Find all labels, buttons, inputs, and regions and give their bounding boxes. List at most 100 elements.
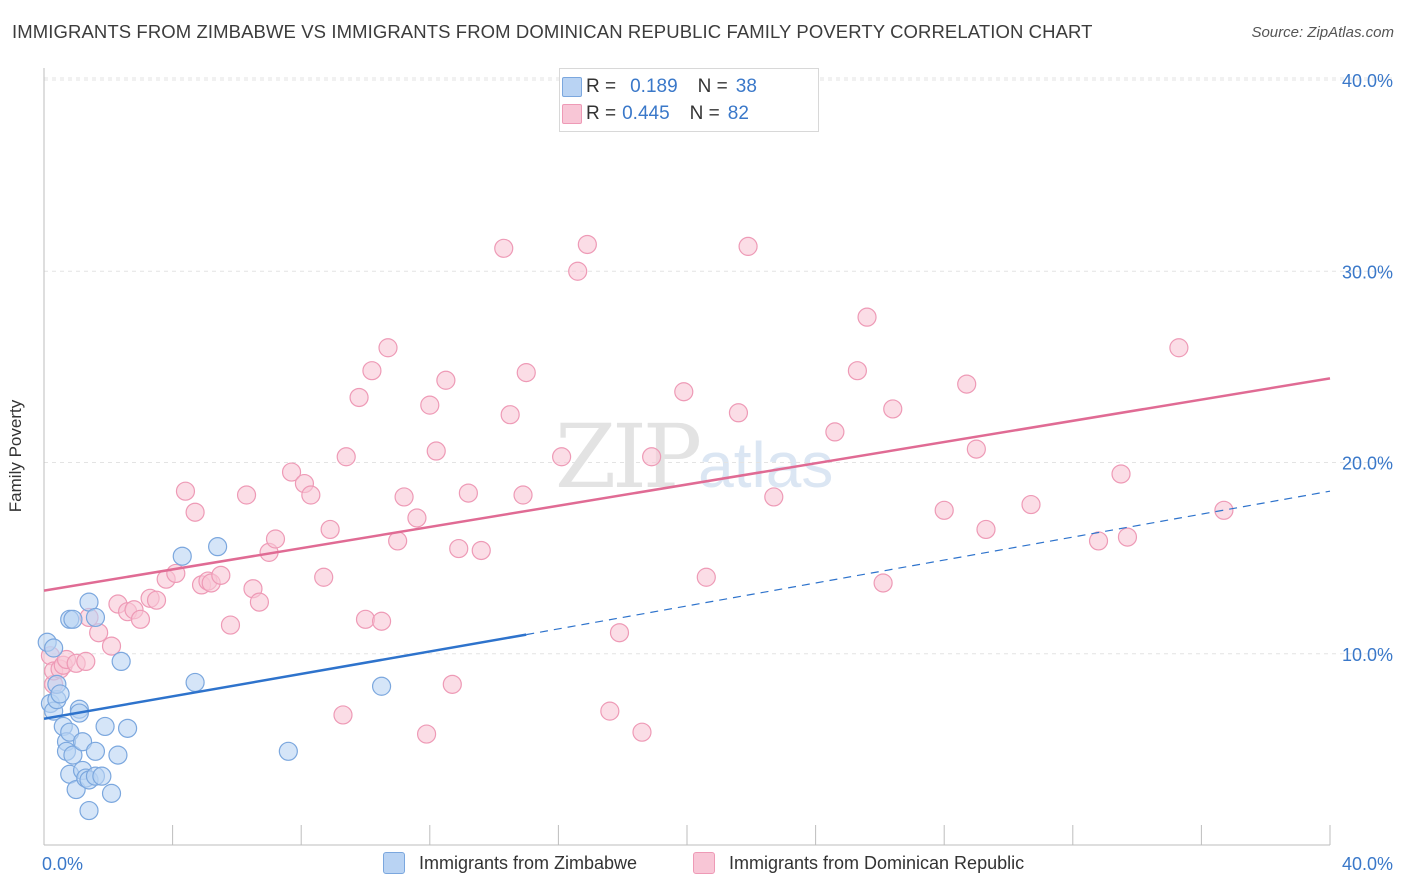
point-dominican bbox=[130, 609, 151, 629]
x-tick-label: 0.0% bbox=[42, 854, 83, 874]
legend-swatch-zimbabwe bbox=[562, 77, 582, 97]
point-dominican bbox=[696, 567, 716, 587]
bottom-legend-dominican: Immigrants from Dominican Republic bbox=[693, 852, 1024, 874]
point-dominican bbox=[371, 611, 392, 631]
point-dominican bbox=[281, 462, 302, 482]
point-zimbabwe bbox=[208, 537, 228, 557]
point-zimbabwe bbox=[278, 741, 298, 761]
legend-r-label: R = bbox=[586, 76, 617, 97]
point-dominican bbox=[76, 651, 96, 672]
y-tick-label: 20.0% bbox=[1342, 454, 1393, 474]
point-dominican bbox=[471, 540, 491, 561]
source-note: Source: ZipAtlas.com bbox=[1251, 24, 1394, 41]
point-zimbabwe bbox=[95, 716, 115, 737]
point-dominican bbox=[362, 361, 382, 381]
point-dominican bbox=[1214, 500, 1234, 520]
point-dominican bbox=[568, 261, 588, 281]
point-dominican bbox=[957, 374, 977, 394]
point-dominican bbox=[825, 422, 845, 442]
legend-r-label: R = bbox=[586, 103, 617, 124]
point-dominican bbox=[577, 234, 597, 255]
legend-n-value: 38 bbox=[735, 76, 757, 97]
legend-n-label: N = bbox=[697, 76, 728, 97]
point-dominican bbox=[449, 538, 469, 559]
point-dominican bbox=[600, 701, 620, 721]
point-zimbabwe bbox=[85, 607, 106, 628]
point-dominican bbox=[632, 722, 652, 742]
y-axis-label: Family Poverty bbox=[6, 399, 25, 513]
point-zimbabwe bbox=[371, 676, 392, 696]
point-dominican bbox=[314, 567, 334, 587]
point-zimbabwe bbox=[79, 800, 99, 821]
point-dominican bbox=[355, 609, 376, 629]
point-dominican bbox=[976, 519, 996, 540]
legend-r-value: 0.445 bbox=[622, 103, 670, 124]
point-dominican bbox=[1088, 531, 1109, 551]
point-dominican bbox=[378, 338, 398, 358]
point-dominican bbox=[728, 403, 749, 423]
bottom-legend-swatch-zimbabwe bbox=[383, 852, 405, 874]
point-dominican bbox=[516, 363, 536, 383]
point-dominican bbox=[500, 405, 520, 425]
point-dominican bbox=[101, 636, 122, 656]
point-dominican bbox=[738, 236, 758, 256]
legend-n-label: N = bbox=[689, 103, 720, 124]
point-dominican bbox=[249, 592, 270, 612]
legend-swatch-dominican bbox=[562, 104, 582, 124]
point-dominican bbox=[873, 573, 893, 593]
point-zimbabwe bbox=[111, 651, 131, 672]
point-dominican bbox=[265, 529, 286, 549]
point-dominican bbox=[220, 615, 241, 635]
point-dominican bbox=[333, 705, 353, 725]
point-dominican bbox=[301, 485, 321, 505]
point-dominican bbox=[494, 238, 514, 258]
point-dominican bbox=[857, 307, 877, 327]
legend-row-dominican: R = 0.445 N = 82 bbox=[562, 101, 749, 127]
point-dominican bbox=[175, 481, 196, 501]
point-zimbabwe bbox=[50, 684, 70, 704]
point-dominican bbox=[552, 447, 572, 467]
point-dominican bbox=[416, 724, 437, 744]
legend-n-value: 82 bbox=[727, 103, 749, 124]
watermark-zip: ZIP bbox=[555, 405, 702, 508]
point-dominican bbox=[407, 508, 427, 528]
point-zimbabwe bbox=[60, 722, 80, 742]
point-dominican bbox=[764, 487, 784, 507]
legend-r-value: 0.189 bbox=[630, 76, 678, 97]
point-dominican bbox=[211, 565, 231, 585]
point-dominican bbox=[388, 531, 408, 551]
point-zimbabwe bbox=[117, 718, 138, 738]
point-zimbabwe bbox=[108, 745, 128, 765]
bottom-legend-label-zimbabwe: Immigrants from Zimbabwe bbox=[419, 852, 638, 873]
point-dominican bbox=[458, 483, 478, 503]
point-dominican bbox=[934, 500, 954, 520]
y-tick-label: 10.0% bbox=[1342, 645, 1393, 665]
trend-line-extension-zimbabwe bbox=[526, 490, 1331, 636]
trend-line-dominican bbox=[43, 377, 1331, 592]
point-dominican bbox=[642, 447, 662, 467]
point-zimbabwe bbox=[101, 783, 122, 803]
correlation-legend: R = 0.189 N = 38 R = 0.445 N = 82 bbox=[559, 68, 819, 132]
bottom-legend-label-dominican: Immigrants from Dominican Republic bbox=[729, 852, 1025, 873]
point-dominican bbox=[1169, 338, 1189, 358]
point-dominican bbox=[394, 487, 414, 507]
point-dominican bbox=[609, 623, 630, 643]
point-dominican bbox=[349, 387, 369, 408]
point-zimbabwe bbox=[185, 672, 205, 693]
bottom-legend-swatch-dominican bbox=[693, 852, 715, 874]
y-tick-label: 40.0% bbox=[1342, 71, 1393, 91]
point-dominican bbox=[146, 590, 167, 610]
bottom-legend-zimbabwe: Immigrants from Zimbabwe bbox=[383, 852, 637, 874]
point-dominican bbox=[442, 674, 462, 694]
point-dominican bbox=[883, 399, 903, 419]
point-dominican bbox=[1117, 527, 1138, 547]
point-dominican bbox=[236, 485, 257, 505]
point-zimbabwe bbox=[63, 745, 83, 765]
point-zimbabwe bbox=[72, 732, 93, 752]
point-dominican bbox=[426, 441, 446, 461]
point-dominican bbox=[513, 485, 533, 505]
point-zimbabwe bbox=[85, 741, 106, 761]
x-tick-label: 40.0% bbox=[1342, 854, 1393, 874]
point-dominican bbox=[320, 519, 340, 540]
